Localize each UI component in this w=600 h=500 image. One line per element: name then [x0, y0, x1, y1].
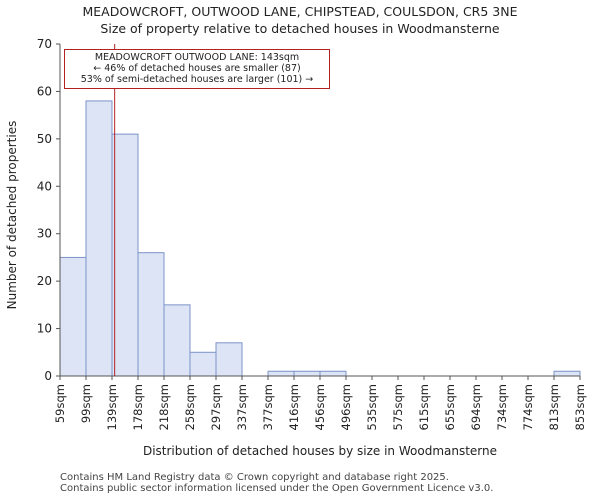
- histogram-bar: [85, 100, 113, 377]
- histogram-bar: [111, 133, 139, 377]
- y-tick-label: 30: [37, 227, 52, 241]
- x-tick-label: 496sqm: [339, 384, 353, 430]
- histogram-bar: [293, 370, 321, 377]
- footer-attribution: Contains HM Land Registry data © Crown c…: [60, 472, 493, 494]
- x-tick-label: 416sqm: [287, 384, 301, 430]
- footer-line-1: Contains HM Land Registry data © Crown c…: [60, 472, 449, 483]
- histogram-bar: [215, 342, 243, 377]
- x-tick-label: 99sqm: [79, 384, 93, 423]
- property-annotation-box: MEADOWCROFT OUTWOOD LANE: 143sqm ← 46% o…: [64, 49, 330, 89]
- histogram-bar: [553, 370, 581, 377]
- y-tick-label: 0: [44, 369, 52, 383]
- x-tick-label: 258sqm: [183, 384, 197, 430]
- x-tick-label: 734sqm: [495, 384, 509, 430]
- x-tick-label: 377sqm: [261, 384, 275, 430]
- x-tick-label: 694sqm: [469, 384, 483, 430]
- annotation-line-3: 53% of semi-detached houses are larger (…: [80, 74, 314, 85]
- x-axis-label: Distribution of detached houses by size …: [142, 444, 498, 458]
- chart-title: MEADOWCROFT, OUTWOOD LANE, CHIPSTEAD, CO…: [0, 3, 600, 37]
- y-tick-label: 20: [37, 274, 52, 288]
- title-line-2: Size of property relative to detached ho…: [100, 21, 500, 36]
- x-tick-label: 139sqm: [105, 384, 119, 430]
- title-line-1: MEADOWCROFT, OUTWOOD LANE, CHIPSTEAD, CO…: [82, 4, 518, 19]
- x-tick-label: 615sqm: [417, 384, 431, 430]
- x-tick-label: 813sqm: [547, 384, 561, 430]
- x-tick-label: 575sqm: [391, 384, 405, 430]
- y-tick-label: 40: [37, 179, 52, 193]
- x-tick-label: 535sqm: [365, 384, 379, 430]
- histogram-bar: [189, 351, 217, 377]
- x-tick-label: 178sqm: [131, 384, 145, 430]
- y-tick-label: 60: [37, 84, 52, 98]
- footer-line-2: Contains public sector information licen…: [60, 483, 494, 494]
- annotation-line-1: MEADOWCROFT OUTWOOD LANE: 143sqm: [94, 52, 300, 63]
- histogram-bar: [137, 252, 165, 377]
- histogram-bar: [267, 370, 295, 377]
- y-tick-label: 10: [37, 322, 52, 336]
- x-tick-label: 218sqm: [157, 384, 171, 430]
- x-tick-label: 337sqm: [235, 384, 249, 430]
- histogram-bar: [163, 304, 191, 377]
- y-tick-label: 50: [37, 132, 52, 146]
- x-tick-label: 456sqm: [313, 384, 327, 430]
- x-tick-label: 59sqm: [53, 384, 67, 423]
- annotation-line-2: ← 46% of detached houses are smaller (87…: [93, 63, 301, 74]
- x-tick-label: 774sqm: [521, 384, 535, 430]
- y-axis-label: Number of detached properties: [5, 120, 19, 310]
- x-tick-label: 297sqm: [209, 384, 223, 430]
- histogram-bar: [59, 256, 87, 377]
- y-tick-label: 70: [37, 37, 52, 51]
- x-tick-label: 853sqm: [573, 384, 587, 430]
- histogram-bar: [319, 370, 347, 377]
- x-tick-label: 655sqm: [443, 384, 457, 430]
